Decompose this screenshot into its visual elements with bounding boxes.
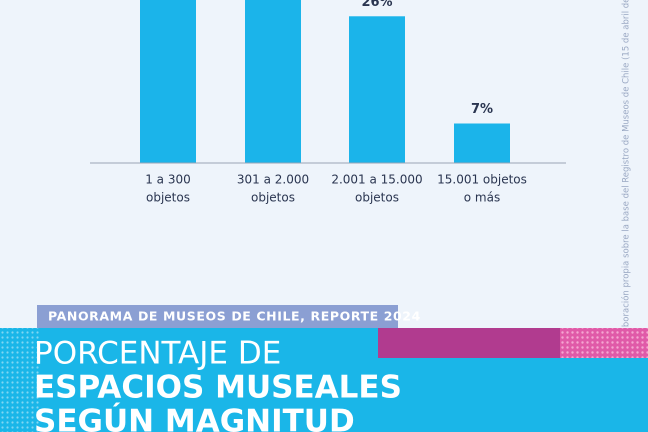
category-label: objetos xyxy=(251,191,295,205)
category-label: 15.001 objetos xyxy=(437,173,527,187)
bar xyxy=(140,0,196,163)
value-label: 26% xyxy=(361,0,392,10)
category-label: objetos xyxy=(355,191,399,205)
bar xyxy=(454,123,510,163)
accent-bar xyxy=(378,328,560,358)
bar-chart: 1 a 300 objetos 301 a 2.000 objetos 26% 2.001… xyxy=(90,0,566,205)
category-label: o más xyxy=(464,191,500,205)
value-label: 7% xyxy=(471,102,493,117)
title-line: SEGÚN MAGNITUD xyxy=(34,403,355,432)
title-line: ESPACIOS MUSEALES xyxy=(34,370,402,406)
accent-dots xyxy=(560,328,648,358)
category-label: 301 a 2.000 xyxy=(237,173,309,187)
kicker-band xyxy=(37,305,398,328)
title-line: PORCENTAJE DE xyxy=(34,336,281,372)
category-label: 1 a 300 xyxy=(145,173,191,187)
bar xyxy=(349,16,405,163)
kicker: PANORAMA DE MUSEOS DE CHILE, REPORTE 202… xyxy=(48,309,421,324)
category-label: 2.001 a 15.000 xyxy=(331,173,422,187)
source-note: Elaboración propia sobre la base del Reg… xyxy=(621,0,632,340)
bar xyxy=(245,0,301,164)
dot-pattern xyxy=(0,328,40,432)
category-label: objetos xyxy=(146,191,190,205)
